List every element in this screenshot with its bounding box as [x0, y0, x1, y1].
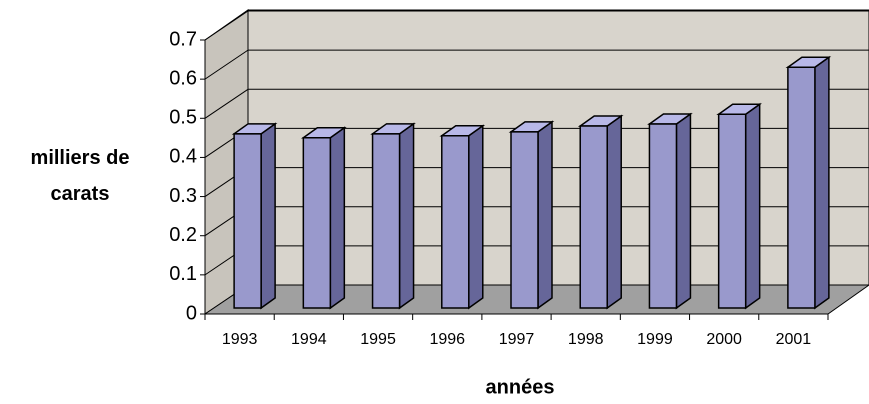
bar-side — [606, 114, 622, 310]
bar — [716, 102, 763, 310]
bar — [647, 112, 693, 310]
bar-front — [302, 136, 332, 309]
bar-side — [675, 112, 692, 310]
y-tick-label: 0 — [186, 302, 197, 324]
grid-line — [204, 88, 249, 119]
bar-side — [468, 124, 484, 310]
bar — [508, 120, 555, 310]
bar-front — [510, 131, 539, 309]
x-tick-label: 1999 — [637, 331, 673, 348]
bar — [785, 55, 832, 310]
bar-front — [717, 113, 747, 309]
y-tick-label: 0.5 — [169, 107, 197, 129]
y-tick-label: 0.6 — [169, 67, 197, 89]
bar-front — [233, 133, 262, 309]
y-tick-label: 0.7 — [169, 28, 197, 50]
y-tick-label: 0.3 — [169, 185, 197, 207]
grid-line — [204, 10, 249, 41]
bar — [577, 114, 624, 310]
x-tick-label: 1998 — [568, 331, 604, 348]
y-axis-title: milliers de carats — [30, 147, 130, 205]
bar — [231, 122, 278, 310]
x-tick-label: 2001 — [776, 331, 812, 348]
bar-side — [398, 122, 415, 310]
bar-side — [537, 120, 553, 310]
bar-side — [744, 102, 761, 310]
bar-front — [787, 66, 816, 309]
bar-front — [648, 123, 678, 309]
x-tick-label: 1995 — [360, 331, 396, 348]
x-tick-label: 1994 — [291, 331, 327, 348]
x-axis-title: années — [486, 376, 555, 398]
bar-front — [371, 133, 401, 309]
bar-front — [441, 135, 470, 309]
bar — [439, 124, 486, 310]
bar — [300, 126, 347, 310]
bar-side — [260, 122, 276, 310]
x-tick-label: 1996 — [429, 331, 465, 348]
bar-side — [814, 55, 830, 310]
bar-side — [329, 126, 346, 310]
bar-front — [579, 125, 608, 309]
bar — [370, 122, 416, 310]
x-tick-label: 2000 — [706, 331, 742, 348]
y-tick-label: 0.1 — [169, 263, 197, 285]
y-tick-label: 0.4 — [169, 146, 197, 168]
grid-line — [204, 49, 249, 80]
x-tick-label: 1993 — [222, 331, 258, 348]
y-tick-label: 0.2 — [169, 224, 197, 246]
x-tick-label: 1997 — [499, 331, 535, 348]
